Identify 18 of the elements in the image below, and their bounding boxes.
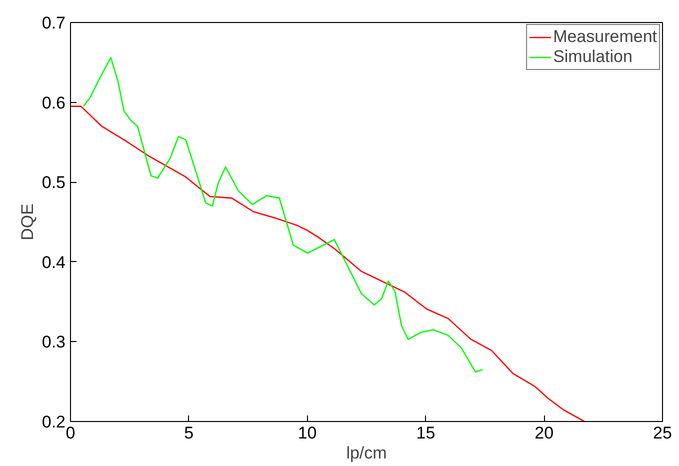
x-tick-label: 15 <box>416 424 436 442</box>
x-tick-label: 20 <box>534 424 554 442</box>
legend-label: Simulation <box>553 47 632 67</box>
y-tick-label: 0.2 <box>42 412 66 432</box>
x-tick-label: 5 <box>184 424 194 442</box>
y-tick-label: 0.3 <box>42 332 66 352</box>
legend-label: Measurement <box>553 27 657 47</box>
x-tick-label: 25 <box>653 424 672 442</box>
line-series <box>82 56 484 373</box>
x-axis-title: lp/cm <box>346 444 387 462</box>
y-tick-label: 0.5 <box>42 173 66 192</box>
x-tick-label: 10 <box>298 424 317 442</box>
y-tick-label: 0.6 <box>42 93 66 112</box>
x-tick-label: 0 <box>66 424 76 442</box>
y-tick-label: 0.4 <box>42 252 66 272</box>
y-axis-title: DQE <box>18 204 37 240</box>
y-tick-label: 0.7 <box>42 14 66 32</box>
line-series <box>70 106 586 422</box>
